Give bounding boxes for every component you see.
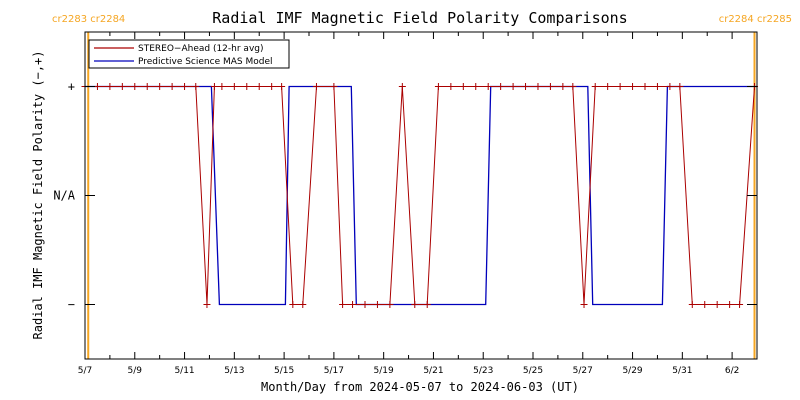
- stereo-point-marker: [546, 83, 554, 90]
- y-axis: + N/A −: [53, 80, 757, 312]
- stereo-point-marker: [534, 83, 542, 90]
- stereo-point-marker: [569, 83, 577, 90]
- stereo-point-marker: [168, 83, 176, 90]
- x-tick-label: 5/7: [78, 366, 92, 376]
- stereo-point-marker: [509, 83, 517, 90]
- stereo-point-marker: [688, 301, 696, 308]
- stereo-point-marker: [181, 83, 189, 90]
- x-tick-label: 5/11: [174, 366, 194, 376]
- stereo-point-marker: [629, 83, 637, 90]
- stereo-point-marker: [559, 83, 567, 90]
- chart-title: Radial IMF Magnetic Field Polarity Compa…: [212, 9, 627, 27]
- stereo-point-marker: [349, 301, 357, 308]
- stereo-point-marker: [156, 83, 164, 90]
- stereo-point-marker: [361, 301, 369, 308]
- stereo-point-marker: [106, 83, 114, 90]
- stereo-point-marker: [497, 83, 505, 90]
- stereo-point-marker: [210, 83, 218, 90]
- stereo-point-marker: [641, 83, 649, 90]
- x-tick-label: 5/21: [423, 366, 443, 376]
- stereo-point-marker: [713, 301, 721, 308]
- stereo-point-marker: [118, 83, 126, 90]
- stereo-point-marker: [131, 83, 139, 90]
- stereo-point-marker: [203, 301, 211, 308]
- stereo-point-marker: [616, 83, 624, 90]
- x-tick-label: 5/25: [523, 366, 543, 376]
- stereo-point-marker: [268, 83, 276, 90]
- stereo-point-marker: [423, 301, 431, 308]
- x-axis: 5/7 5/9 5/11 5/13 5/15 5/17 5/19 5/21 5/23 5/25 5/…: [78, 32, 758, 376]
- stereo-point-marker: [484, 83, 492, 90]
- stereo-point-marker: [278, 83, 286, 90]
- x-axis-label: Month/Day from 2024-05-07 to 2024-06-03 …: [261, 380, 579, 394]
- stereo-point-marker: [339, 301, 347, 308]
- stereo-point-marker: [330, 83, 338, 90]
- x-tick-label: 5/29: [622, 366, 642, 376]
- stereo-point-marker: [192, 83, 200, 90]
- y-axis-label: Radial IMF Magnetic Field Polarity (−,+): [31, 51, 45, 340]
- stereo-point-marker: [580, 301, 588, 308]
- stereo-point-marker: [218, 83, 226, 90]
- stereo-point-marker: [434, 83, 442, 90]
- stereo-point-marker: [604, 83, 612, 90]
- legend-box: [88, 39, 290, 69]
- x-tick-label: 5/19: [374, 366, 394, 376]
- stereo-point-marker: [447, 83, 455, 90]
- stereo-point-marker: [255, 83, 263, 90]
- y-tick-label: N/A: [53, 189, 75, 203]
- stereo-point-marker: [676, 83, 684, 90]
- stereo-point-marker: [93, 83, 101, 90]
- carrington-label-left: cr2283 cr2284: [52, 14, 125, 25]
- stereo-point-marker: [299, 301, 307, 308]
- stereo-point-marker: [398, 83, 406, 90]
- legend: STEREO−Ahead (12-hr avg) Predictive Scie…: [88, 39, 290, 69]
- x-tick-label: 5/17: [324, 366, 344, 376]
- x-tick-label: 5/31: [672, 366, 692, 376]
- stereo-point-marker: [386, 301, 394, 308]
- stereo-point-marker: [472, 83, 480, 90]
- legend-stereo-label: STEREO−Ahead (12-hr avg): [138, 44, 264, 54]
- stereo-point-marker: [653, 83, 661, 90]
- stereo-point-marker: [591, 83, 599, 90]
- x-tick-label: 5/9: [128, 366, 143, 376]
- stereo-point-marker: [289, 301, 297, 308]
- stereo-point-marker: [411, 301, 419, 308]
- stereo-point-marker: [459, 83, 467, 90]
- stereo-point-marker: [736, 301, 744, 308]
- x-tick-label: 5/27: [573, 366, 593, 376]
- stereo-point-marker: [522, 83, 530, 90]
- legend-model-label: Predictive Science MAS Model: [138, 57, 273, 67]
- x-tick-label: 6/2: [725, 366, 739, 376]
- stereo-point-marker: [701, 301, 709, 308]
- stereo-point-marker: [230, 83, 238, 90]
- y-tick-label: −: [68, 298, 75, 312]
- carrington-label-right: cr2284 cr2285: [719, 14, 792, 25]
- x-tick-label: 5/23: [473, 366, 493, 376]
- x-tick-label: 5/13: [224, 366, 244, 376]
- stereo-point-marker: [312, 83, 320, 90]
- stereo-point-marker: [726, 301, 734, 308]
- stereo-point-marker: [666, 83, 674, 90]
- y-tick-label: +: [68, 80, 75, 94]
- x-tick-label: 5/15: [274, 366, 294, 376]
- model-series-line: [85, 85, 757, 306]
- stereo-point-marker: [373, 301, 381, 308]
- stereo-point-marker: [243, 83, 251, 90]
- stereo-point-marker: [143, 83, 151, 90]
